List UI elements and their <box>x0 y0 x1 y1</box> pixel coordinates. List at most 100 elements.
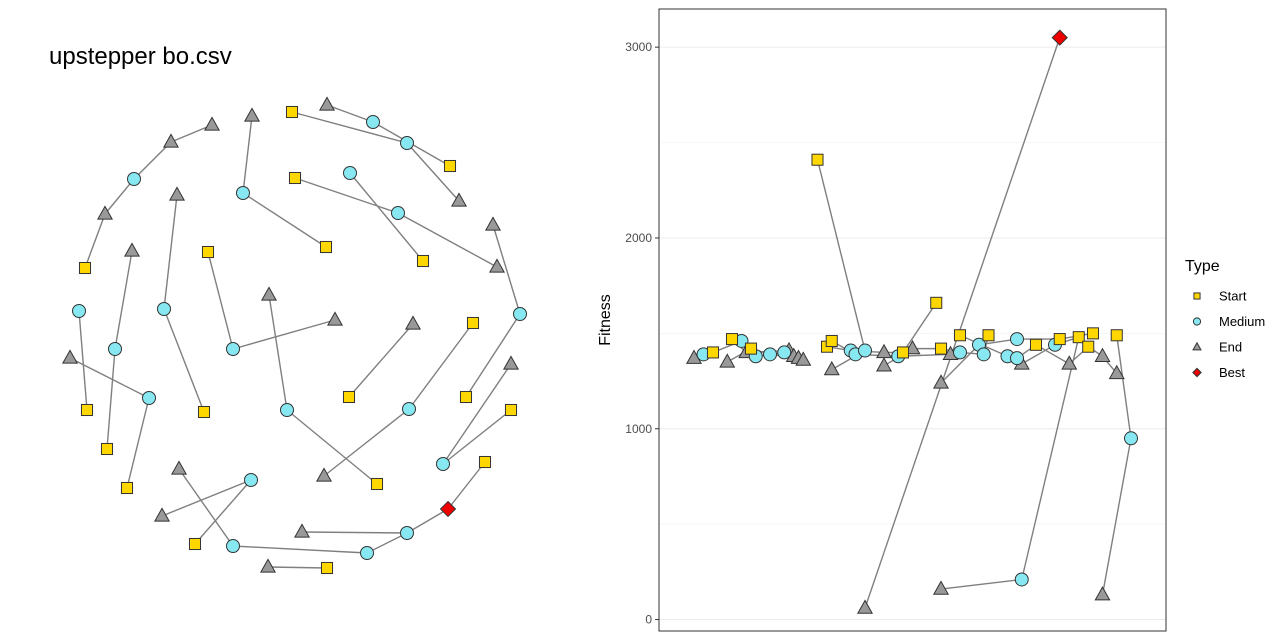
network-edge <box>294 177 399 214</box>
network-edge <box>161 479 252 517</box>
network-edge <box>163 194 178 310</box>
plot-point-start <box>934 342 948 355</box>
plot-point-medium <box>953 345 967 360</box>
plot-point-start <box>825 334 838 348</box>
network-node-end <box>203 116 221 131</box>
network-node-medium <box>127 172 141 186</box>
network-edge <box>178 468 234 547</box>
network-node-end <box>293 523 311 538</box>
plot-edge <box>1021 337 1080 580</box>
legend-label-medium: Medium <box>1219 314 1265 329</box>
network-node-end <box>318 96 336 111</box>
network-edge <box>114 250 133 350</box>
legend-label-end: End <box>1219 340 1242 355</box>
network-edge <box>84 213 106 269</box>
network-node-start <box>288 171 302 185</box>
legend-items: Start Medium End Best <box>1192 289 1265 380</box>
network-edge <box>442 409 512 465</box>
plot-point-start <box>1082 340 1095 353</box>
network-node-medium <box>108 342 122 356</box>
y-tick-label: 0 <box>645 613 652 627</box>
network-node-end <box>260 286 278 301</box>
plot-point-start <box>930 296 943 309</box>
chart-title: upstepper bo.csv <box>49 43 232 70</box>
network-edge <box>78 310 88 411</box>
network-node-start <box>504 403 518 417</box>
plot-point-start <box>1086 327 1100 340</box>
plot-point-end <box>1061 355 1078 370</box>
plot-point-end <box>1094 347 1111 362</box>
network-node-end <box>162 133 180 148</box>
network-edge <box>406 508 449 534</box>
network-node-start <box>100 442 114 456</box>
network-node-start <box>201 245 215 259</box>
plot-point-start <box>811 153 824 166</box>
legend-key-best <box>1192 367 1202 378</box>
y-axis-ticks: 0 1000 2000 3000 <box>625 40 659 627</box>
y-tick-label: 1000 <box>625 422 652 436</box>
plot-point-end <box>719 353 736 368</box>
network-node-medium <box>244 473 258 487</box>
plot-point-start <box>706 346 720 359</box>
network-node-end <box>450 192 468 207</box>
network-edge <box>267 566 328 569</box>
network-node-medium <box>400 526 414 540</box>
network-edge <box>106 348 116 450</box>
plot-point-start <box>725 333 739 346</box>
plot-point-medium <box>1010 332 1024 347</box>
network-edge <box>348 323 414 398</box>
fitness-panel: 0 1000 2000 3000 Fitness <box>597 8 1167 632</box>
network-node-medium <box>236 186 250 200</box>
plot-edge <box>940 344 980 384</box>
plot-point-start <box>1053 333 1066 346</box>
network-node-start <box>285 105 299 119</box>
network-node-medium <box>402 402 416 416</box>
y-tick-label: 2000 <box>625 231 652 245</box>
network-node-start <box>370 477 384 491</box>
legend: Type Start Medium End Best <box>1185 258 1265 380</box>
network-edge <box>242 192 327 248</box>
network-edge <box>442 363 512 465</box>
network-node-start <box>320 561 334 575</box>
network-edge <box>465 313 521 398</box>
network-node-medium <box>142 391 156 405</box>
network-edge <box>349 172 424 262</box>
network-edge <box>133 141 172 180</box>
network-node-start <box>459 390 473 404</box>
plot-point-medium <box>1014 572 1029 587</box>
network-node-end <box>170 460 188 475</box>
plot-edge <box>1101 438 1132 595</box>
network-edge <box>242 115 253 194</box>
legend-key-medium <box>1192 317 1202 326</box>
network-node-start <box>188 537 202 551</box>
network-nodes <box>61 96 527 575</box>
network-node-end <box>259 558 277 573</box>
plot-point-start <box>1072 331 1085 344</box>
plot-point-medium <box>777 345 792 360</box>
plot-point-end <box>932 374 950 389</box>
network-node-end <box>168 186 186 201</box>
network-edge <box>194 479 252 545</box>
network-node-medium <box>366 115 380 129</box>
plot-point-end <box>795 351 812 366</box>
network-node-start <box>80 403 94 417</box>
plot-point-medium <box>1124 431 1138 446</box>
network-edge <box>170 124 213 143</box>
plot-point-end <box>823 360 840 376</box>
plot-point-end <box>856 599 874 614</box>
network-node-end <box>488 258 506 273</box>
legend-title: Type <box>1185 258 1220 275</box>
plot-points <box>685 29 1138 614</box>
network-edge <box>69 357 150 399</box>
network-edge <box>163 308 205 413</box>
plot-point-best <box>1051 29 1068 46</box>
plot-point-medium <box>1010 351 1024 366</box>
network-node-medium <box>391 206 405 220</box>
plot-point-end <box>1108 364 1125 380</box>
network-edge <box>207 251 234 350</box>
network-node-start <box>478 455 492 469</box>
network-node-medium <box>436 457 450 471</box>
network-node-start <box>78 261 92 275</box>
plot-point-end <box>875 357 893 372</box>
